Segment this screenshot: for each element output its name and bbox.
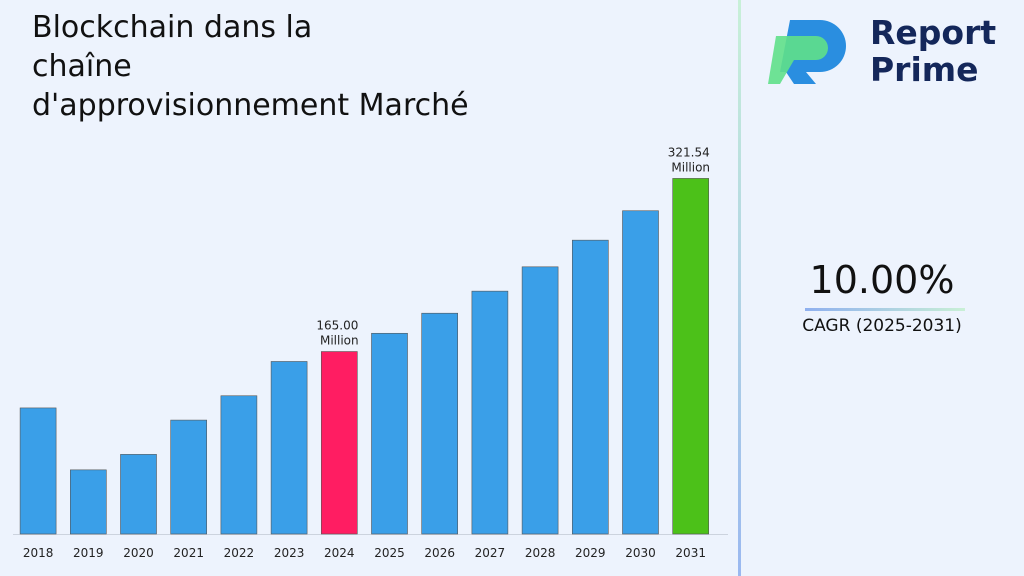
x-tick-label: 2023 <box>274 546 305 560</box>
x-tick-label: 2018 <box>23 546 54 560</box>
bar <box>371 332 408 535</box>
divider <box>738 0 741 576</box>
bar <box>421 312 459 535</box>
bar <box>120 454 157 535</box>
brand-word: Prime <box>870 50 979 89</box>
x-tick-label: 2028 <box>525 546 556 560</box>
bar <box>320 351 358 535</box>
x-tick-label: 2020 <box>123 546 154 560</box>
bar <box>471 290 509 535</box>
bar <box>270 361 308 535</box>
x-tick-label: 2022 <box>224 546 255 560</box>
underline <box>805 308 965 311</box>
x-tick-label: 2026 <box>424 546 455 560</box>
x-tick-label: 2029 <box>575 546 606 560</box>
chart-title: Blockchain dans la chaîne d'approvisionn… <box>32 10 469 123</box>
x-tick-label: 2024 <box>324 546 355 560</box>
bar <box>672 178 710 535</box>
x-tick-label: 2019 <box>73 546 104 560</box>
bar <box>70 469 107 535</box>
x-tick-label: 2027 <box>475 546 506 560</box>
brand-word: Report <box>870 13 997 52</box>
bar <box>571 239 609 535</box>
x-tick-label: 2030 <box>625 546 656 560</box>
x-tick-label: 2025 <box>374 546 405 560</box>
bar <box>622 210 659 535</box>
value-label: 321.54 Million <box>668 145 714 174</box>
x-tick-label: 2031 <box>675 546 706 560</box>
x-tick-label: 2021 <box>173 546 204 560</box>
bar <box>19 407 57 535</box>
value-label: 165.00 Million <box>316 319 362 348</box>
bar <box>170 419 207 535</box>
cagr-label: CAGR (2025-2031) <box>802 316 962 336</box>
brand: Report Prime <box>870 14 996 88</box>
logo <box>768 20 846 84</box>
bar <box>521 266 559 535</box>
cagr-value: 10.00% <box>809 258 955 302</box>
bar <box>220 395 258 535</box>
